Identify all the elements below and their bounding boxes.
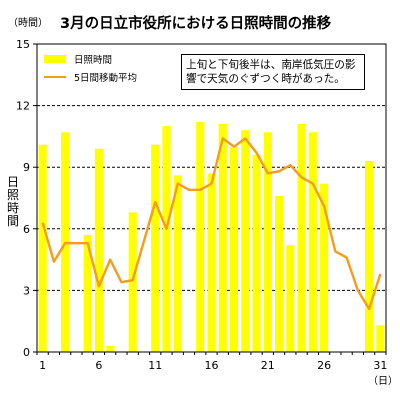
bar: [252, 154, 261, 352]
bar: [38, 144, 47, 352]
bar: [274, 195, 284, 352]
y-tick-label: 12: [16, 100, 30, 113]
legend-line-label: 5日間移動平均: [74, 73, 138, 84]
bar: [173, 175, 182, 352]
x-unit-label: （日）: [368, 376, 398, 387]
x-tick-label: 16: [205, 359, 219, 372]
bar: [376, 325, 385, 352]
legend-line-swatch: [44, 76, 66, 78]
bar: [365, 161, 374, 352]
legend-item-bar: 日照時間: [44, 50, 137, 68]
y-tick-label: 9: [23, 161, 30, 174]
bar: [196, 122, 205, 352]
moving-average-line: [41, 137, 382, 311]
x-tick-label: 21: [261, 359, 275, 372]
bar: [207, 173, 216, 352]
legend-bar-label: 日照時間: [74, 55, 113, 66]
x-tick-label: 6: [95, 359, 102, 372]
legend-bar-swatch: [44, 55, 66, 63]
bar: [83, 234, 92, 352]
plot-frame: [36, 43, 387, 353]
bar: [263, 132, 272, 352]
bar: [218, 124, 227, 352]
legend-item-line: 5日間移動平均: [44, 68, 137, 86]
bar: [128, 212, 137, 352]
y-tick-label: 6: [23, 223, 30, 236]
bar: [320, 183, 329, 352]
x-tick-label: 11: [148, 359, 162, 372]
x-tick-label: 1: [39, 359, 46, 372]
bar: [151, 144, 160, 352]
bar: [94, 148, 103, 352]
chart-title: 3月の日立市役所における日照時間の推移: [60, 16, 332, 32]
annotation-note: 上旬と下旬後半は、南岸低気圧の影響で天気のぐずつく時があった。: [181, 54, 365, 90]
y-tick-label: 3: [23, 284, 30, 297]
bar: [297, 124, 306, 352]
bar: [286, 245, 295, 352]
legend: 日照時間 5日間移動平均: [44, 50, 137, 86]
y-tick-label: 15: [16, 38, 30, 51]
bar: [308, 132, 317, 352]
bar: [162, 126, 171, 352]
y-unit-label: （時間）: [8, 18, 48, 29]
bar: [229, 146, 239, 352]
bar: [241, 130, 250, 352]
bar: [106, 345, 115, 352]
x-tick-label: 31: [373, 359, 387, 372]
x-tick-label: 26: [317, 359, 331, 372]
y-tick-label: 0: [23, 346, 30, 359]
y-axis-label: 日照時間: [6, 175, 19, 228]
